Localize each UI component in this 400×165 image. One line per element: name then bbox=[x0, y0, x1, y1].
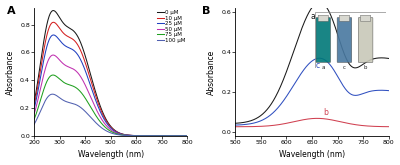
Text: b: b bbox=[323, 108, 328, 117]
0 μM bbox=[164, 135, 169, 137]
10 μM bbox=[32, 104, 36, 106]
25 μM bbox=[148, 135, 153, 137]
25 μM bbox=[41, 60, 46, 62]
Line: 50 μM: 50 μM bbox=[34, 55, 188, 136]
Line: 10 μM: 10 μM bbox=[34, 22, 188, 136]
0 μM bbox=[185, 135, 190, 137]
50 μM bbox=[32, 113, 36, 115]
Line: 75 μM: 75 μM bbox=[34, 75, 188, 136]
10 μM bbox=[130, 134, 134, 136]
75 μM bbox=[32, 118, 36, 120]
50 μM bbox=[164, 135, 169, 137]
75 μM bbox=[185, 135, 190, 137]
10 μM bbox=[125, 134, 130, 136]
25 μM bbox=[164, 135, 169, 137]
100 μM bbox=[164, 135, 169, 137]
100 μM bbox=[125, 134, 130, 136]
50 μM bbox=[185, 135, 190, 137]
Text: a: a bbox=[311, 12, 316, 21]
0 μM bbox=[121, 133, 126, 135]
Legend: 0 μM, 10 μM, 25 μM, 50 μM, 75 μM, 100 μM: 0 μM, 10 μM, 25 μM, 50 μM, 75 μM, 100 μM bbox=[156, 10, 186, 44]
Line: 0 μM: 0 μM bbox=[34, 11, 188, 136]
25 μM bbox=[121, 134, 126, 136]
10 μM bbox=[148, 135, 153, 137]
0 μM bbox=[32, 101, 36, 103]
100 μM bbox=[185, 135, 190, 137]
100 μM bbox=[130, 135, 134, 137]
50 μM bbox=[41, 74, 46, 76]
100 μM bbox=[148, 135, 153, 137]
75 μM bbox=[164, 135, 169, 137]
Text: c: c bbox=[316, 61, 320, 70]
Text: B: B bbox=[202, 6, 210, 16]
100 μM bbox=[121, 134, 126, 136]
100 μM bbox=[41, 103, 46, 105]
50 μM bbox=[148, 135, 153, 137]
10 μM bbox=[185, 135, 190, 137]
X-axis label: Wavelength (nm): Wavelength (nm) bbox=[279, 150, 345, 159]
Text: A: A bbox=[6, 6, 15, 16]
0 μM bbox=[41, 42, 46, 44]
50 μM bbox=[121, 134, 126, 136]
25 μM bbox=[32, 108, 36, 110]
75 μM bbox=[130, 135, 134, 137]
0 μM bbox=[130, 134, 134, 136]
0 μM bbox=[51, 10, 56, 12]
Y-axis label: Absorbance: Absorbance bbox=[207, 49, 216, 95]
50 μM bbox=[125, 134, 130, 136]
Line: 100 μM: 100 μM bbox=[34, 94, 188, 136]
100 μM bbox=[32, 123, 36, 125]
25 μM bbox=[125, 134, 130, 136]
X-axis label: Wavelength (nm): Wavelength (nm) bbox=[78, 150, 144, 159]
0 μM bbox=[148, 135, 153, 137]
10 μM bbox=[121, 133, 126, 135]
75 μM bbox=[148, 135, 153, 137]
25 μM bbox=[130, 134, 134, 136]
25 μM bbox=[185, 135, 190, 137]
0 μM bbox=[125, 134, 130, 136]
75 μM bbox=[121, 134, 126, 136]
75 μM bbox=[125, 134, 130, 136]
Y-axis label: Absorbance: Absorbance bbox=[6, 49, 14, 95]
10 μM bbox=[41, 51, 46, 53]
50 μM bbox=[130, 134, 134, 136]
100 μM bbox=[50, 93, 55, 95]
Line: 25 μM: 25 μM bbox=[34, 35, 188, 136]
75 μM bbox=[50, 74, 55, 76]
25 μM bbox=[51, 34, 56, 36]
50 μM bbox=[51, 54, 56, 56]
75 μM bbox=[41, 89, 46, 91]
10 μM bbox=[164, 135, 169, 137]
10 μM bbox=[51, 21, 56, 23]
